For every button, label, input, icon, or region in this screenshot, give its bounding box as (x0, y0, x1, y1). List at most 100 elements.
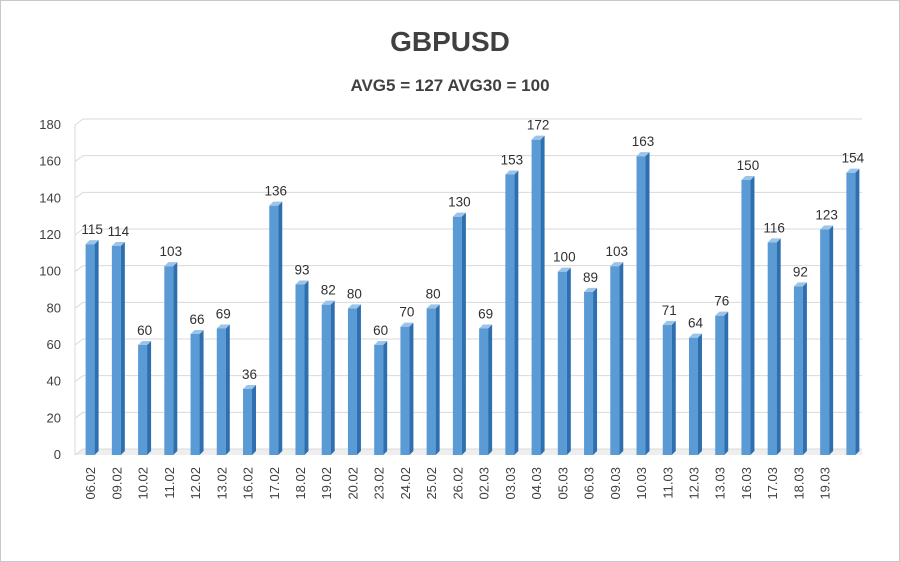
data-label: 154 (842, 151, 865, 166)
y-tick-label: 60 (47, 337, 61, 352)
x-tick-label: 06.02 (83, 467, 98, 500)
data-label: 123 (815, 208, 838, 223)
data-label: 36 (242, 367, 257, 382)
data-label: 66 (190, 312, 205, 327)
bar-top (347, 304, 361, 309)
bar (505, 174, 515, 455)
bar (557, 271, 567, 455)
data-label: 116 (763, 220, 785, 235)
bar-side (225, 324, 230, 455)
data-label: 70 (399, 305, 414, 320)
gridline-depth (74, 191, 84, 199)
bar-top (610, 262, 624, 267)
bar-top (111, 242, 125, 246)
data-label: 69 (478, 307, 493, 322)
bar-side (383, 341, 388, 455)
bar-top (662, 320, 676, 325)
y-tick-label: 100 (39, 264, 61, 279)
bar-top (688, 333, 702, 338)
bar-top (557, 267, 571, 272)
bar-top (715, 311, 729, 316)
data-label: 80 (347, 286, 362, 301)
x-tick-label: 25.02 (424, 467, 439, 500)
bar (85, 244, 95, 455)
bar (636, 156, 646, 455)
x-tick-label: 13.02 (214, 467, 229, 500)
x-tick-label: 16.03 (739, 467, 754, 500)
data-label: 103 (606, 244, 629, 259)
bar-top (846, 168, 860, 173)
chart-subtitle: AVG5 = 127 AVG30 = 100 (350, 76, 550, 95)
gridline-depth (74, 265, 84, 273)
x-tick-label: 13.03 (713, 467, 728, 500)
bar (767, 242, 777, 455)
data-label: 163 (632, 134, 655, 149)
bar-top (138, 341, 152, 345)
data-label: 150 (737, 158, 760, 173)
bar-side (278, 201, 283, 455)
bar-side (356, 304, 361, 455)
bar (479, 328, 489, 455)
data-label: 69 (216, 307, 231, 322)
x-tick-label: 20.02 (345, 467, 360, 500)
bar (793, 286, 803, 455)
gridline-depth (74, 155, 84, 163)
y-tick-label: 180 (39, 117, 61, 132)
bar-side (252, 385, 257, 455)
bar-side (855, 168, 860, 455)
x-tick-label: 12.03 (686, 467, 701, 500)
bar-side (514, 170, 519, 455)
gridline-depth (74, 375, 84, 383)
x-tick-label: 19.03 (818, 467, 833, 500)
data-label: 60 (373, 323, 388, 338)
bar (584, 291, 594, 455)
bar-side (645, 152, 650, 455)
bar-top (531, 135, 545, 140)
bar (531, 139, 541, 455)
bar (715, 315, 725, 455)
x-tick-label: 17.03 (765, 467, 780, 500)
bar-side (697, 333, 702, 455)
bar-side (173, 262, 178, 455)
bar-top (321, 300, 335, 305)
x-tick-label: 18.02 (293, 467, 308, 500)
bar (426, 308, 436, 455)
y-tick-label: 0 (54, 447, 61, 462)
bar (347, 308, 357, 455)
bar-top (636, 152, 650, 157)
bar-side (94, 240, 99, 455)
bar-top (164, 262, 178, 267)
bar-top (400, 322, 414, 327)
x-tick-label: 11.03 (660, 467, 675, 499)
bar (846, 172, 856, 455)
chart-title: GBPUSD (390, 26, 510, 57)
data-label: 172 (527, 118, 550, 133)
gridline-depth (74, 411, 84, 419)
y-tick-label: 20 (47, 410, 61, 425)
x-tick-label: 10.03 (634, 467, 649, 500)
bar-side (147, 341, 152, 455)
data-label: 60 (137, 323, 152, 338)
bar (269, 205, 279, 455)
bar-side (750, 176, 755, 455)
bar-top (505, 170, 519, 175)
y-tick-label: 140 (39, 190, 61, 205)
bar-side (540, 135, 545, 455)
bar-top (243, 385, 257, 389)
x-tick-label: 09.02 (109, 467, 124, 500)
bar (662, 324, 672, 455)
bar-top (767, 238, 781, 243)
bar (138, 345, 148, 455)
data-label: 76 (714, 294, 729, 309)
x-tick-label: 02.03 (477, 467, 492, 500)
x-tick-label: 06.03 (582, 467, 597, 500)
bar (243, 389, 253, 455)
data-label: 136 (264, 184, 287, 199)
x-tick-label: 17.02 (267, 467, 282, 500)
data-label: 130 (448, 195, 471, 210)
gridline-depth (74, 118, 84, 126)
bar-top (269, 201, 283, 206)
bar (190, 334, 200, 455)
y-tick-label: 120 (39, 227, 61, 242)
